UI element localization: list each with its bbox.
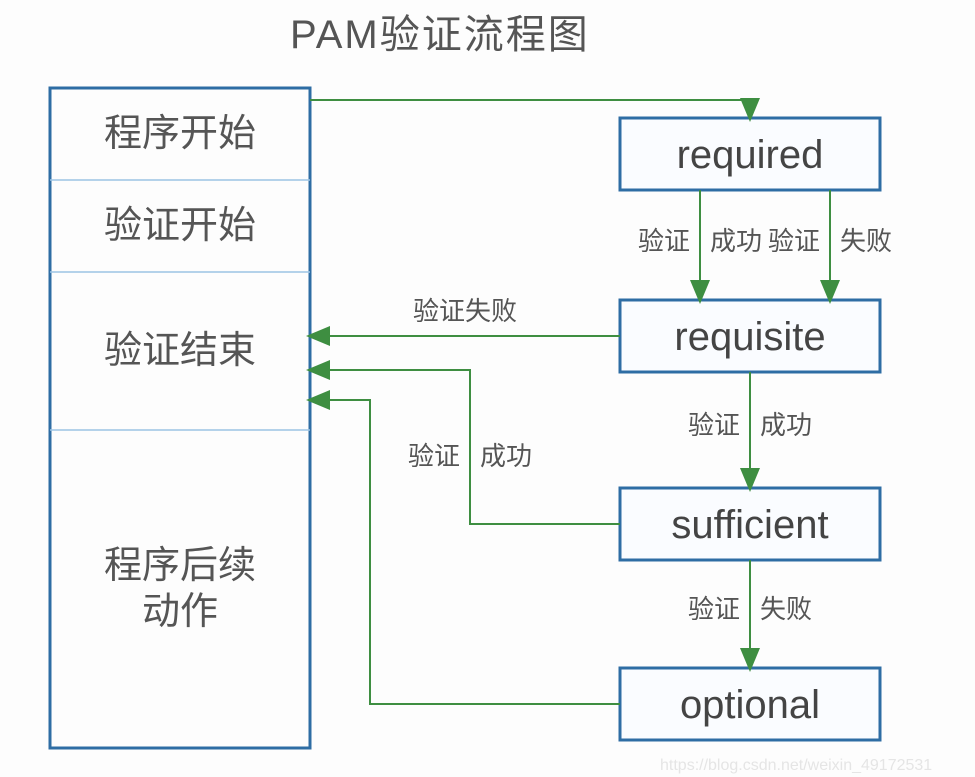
edge-label-sufficient-success-to-end-right: 成功: [480, 441, 532, 471]
edge-optional-to-end: [310, 400, 620, 704]
edge-label-requisite-to-sufficient-left: 验证: [688, 410, 740, 440]
left-cell-program-start: 程序开始: [104, 113, 256, 155]
left-panel: [50, 88, 310, 748]
left-cell-program-next: 程序后续: [104, 545, 256, 587]
flowchart-canvas: PAM验证流程图程序开始验证开始验证结束程序后续动作 required requis…: [0, 0, 975, 777]
edge-sufficient-success-to-end: [310, 370, 620, 524]
watermark: https://blog.csdn.net/weixin_49172531: [660, 757, 932, 774]
diagram-title: PAM验证流程图: [290, 13, 590, 57]
edge-start-to-required: [310, 100, 750, 118]
edge-label-required-to-requisite-fail-left: 验证: [768, 226, 820, 256]
edge-label-sufficient-to-optional-right: 失败: [760, 594, 812, 624]
edge-label-required-to-requisite-success-left: 验证: [638, 226, 690, 256]
edge-label-sufficient-to-optional-left: 验证: [688, 594, 740, 624]
edge-label-required-to-requisite-fail-right: 失败: [840, 226, 892, 256]
node-label-required: required: [677, 133, 824, 177]
left-cell-verify-end: 验证结束: [104, 330, 256, 372]
edge-label-requisite-to-sufficient-right: 成功: [760, 410, 812, 440]
edge-label-requisite-fail-to-end: 验证失败: [413, 296, 517, 326]
node-label-optional: optional: [680, 683, 820, 727]
left-cell-verify-start: 验证开始: [104, 205, 256, 247]
node-label-requisite: requisite: [674, 315, 825, 359]
edge-label-required-to-requisite-success-right: 成功: [710, 226, 762, 256]
left-cell-program-next: 动作: [142, 591, 218, 633]
node-label-sufficient: sufficient: [671, 503, 828, 547]
edge-label-sufficient-success-to-end-left: 验证: [408, 441, 460, 471]
